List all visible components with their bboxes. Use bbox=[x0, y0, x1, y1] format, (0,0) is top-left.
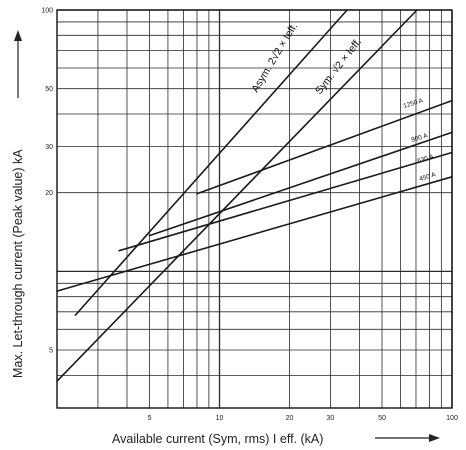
series-line-450a bbox=[56, 176, 453, 292]
x-tick-label: 30 bbox=[327, 415, 335, 422]
y-tick-label: 50 bbox=[45, 86, 53, 93]
x-tick-label: 5 bbox=[148, 415, 152, 422]
chart-grid bbox=[56, 9, 453, 409]
x-axis-arrow-head bbox=[429, 434, 440, 442]
plot-frame bbox=[56, 9, 453, 409]
series-line-630a bbox=[118, 151, 453, 252]
curve-label-450a: 450 A bbox=[419, 171, 438, 183]
curve-label-900a: 900 A bbox=[411, 132, 430, 144]
tick-labels: 5 10 20 30 50 100 5 20 30 50 100 bbox=[41, 8, 458, 423]
y-tick-label: 20 bbox=[45, 190, 53, 197]
series-line-sym bbox=[56, 9, 418, 383]
x-tick-label: 50 bbox=[378, 415, 386, 422]
x-tick-label: 100 bbox=[446, 415, 458, 422]
y-tick-label: 5 bbox=[49, 348, 53, 355]
x-tick-label: 20 bbox=[286, 415, 294, 422]
x-axis-label: Available current (Sym, rms) I eff. (kA) bbox=[112, 432, 323, 446]
series-line-900a bbox=[148, 131, 453, 237]
curve-label-1250a: 1250 A bbox=[403, 97, 425, 110]
y-tick-label: 30 bbox=[45, 144, 53, 151]
x-tick-label: 10 bbox=[216, 415, 224, 422]
y-axis-label: Max. Let-through current (Peak value) kA bbox=[11, 149, 25, 378]
series-line-1250a bbox=[196, 99, 453, 195]
curve-label-630a: 630 A bbox=[417, 153, 436, 165]
curve-label-sym: Sym. √2 × Ieff. bbox=[313, 36, 364, 97]
y-tick-label: 100 bbox=[41, 8, 53, 15]
curve-label-asym: Asym. 2√2 × Ieff. bbox=[249, 21, 300, 95]
chart-series bbox=[56, 9, 453, 383]
y-axis-arrow-head bbox=[14, 30, 22, 41]
series-line-asym bbox=[74, 9, 348, 316]
